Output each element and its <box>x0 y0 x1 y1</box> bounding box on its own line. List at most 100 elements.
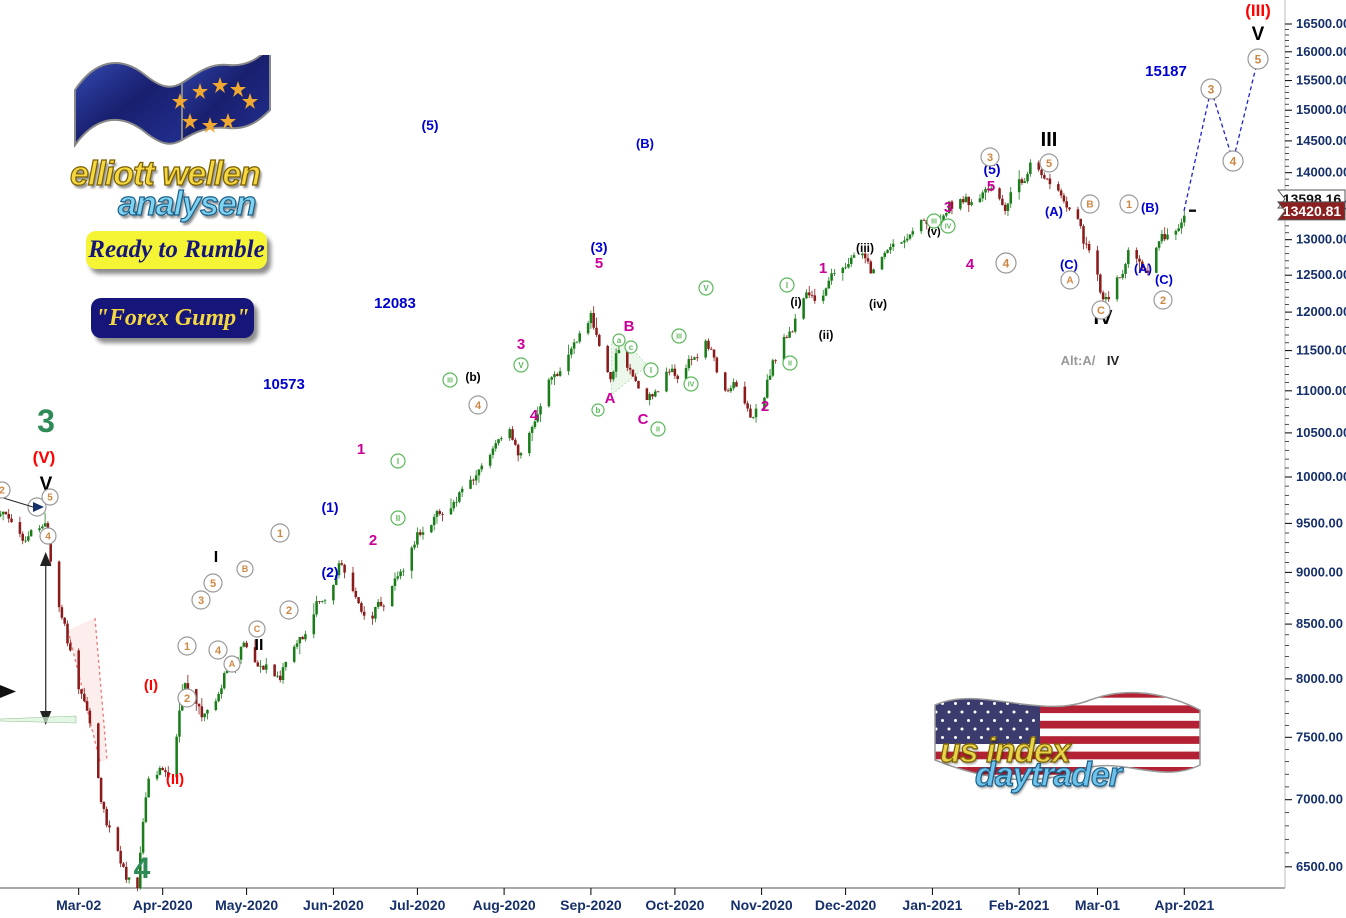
svg-text:3: 3 <box>944 199 952 216</box>
svg-text:4: 4 <box>215 645 222 657</box>
svg-text:10573: 10573 <box>263 376 305 393</box>
svg-text:Mar-01: Mar-01 <box>1075 897 1120 913</box>
svg-text:(ii): (ii) <box>819 328 834 342</box>
svg-text:5: 5 <box>987 178 995 195</box>
svg-text:(3): (3) <box>590 239 607 255</box>
svg-text:4: 4 <box>966 256 975 273</box>
svg-text:5: 5 <box>595 255 603 272</box>
svg-text:(A): (A) <box>1134 261 1152 276</box>
svg-text:1: 1 <box>277 528 283 540</box>
svg-text:Aug-2020: Aug-2020 <box>473 897 536 913</box>
svg-text:4: 4 <box>45 532 51 543</box>
svg-text:II: II <box>255 637 264 654</box>
svg-text:7000.00: 7000.00 <box>1296 792 1343 807</box>
svg-text:(b): (b) <box>465 370 480 384</box>
svg-text:(A): (A) <box>1045 204 1063 219</box>
svg-text:8000.00: 8000.00 <box>1296 671 1343 686</box>
svg-text:May-2020: May-2020 <box>215 897 278 913</box>
svg-text:(C): (C) <box>1060 257 1078 272</box>
svg-text:Mar-02: Mar-02 <box>56 897 101 913</box>
svg-text:3: 3 <box>198 595 204 607</box>
svg-text:II: II <box>396 514 400 523</box>
svg-text:C: C <box>638 411 649 428</box>
svg-text:b: b <box>596 406 601 415</box>
svg-text:A: A <box>1066 276 1073 287</box>
svg-text:(B): (B) <box>1141 200 1159 215</box>
svg-text:10000.00: 10000.00 <box>1296 469 1346 484</box>
svg-text:16500.00: 16500.00 <box>1296 16 1346 31</box>
svg-text:C: C <box>254 624 261 634</box>
svg-text:V: V <box>703 284 709 293</box>
svg-text:V: V <box>518 361 524 370</box>
svg-text:II: II <box>656 427 660 434</box>
svg-text:(iii): (iii) <box>856 241 874 255</box>
svg-text:A: A <box>605 390 616 407</box>
svg-text:Apr-2021: Apr-2021 <box>1154 897 1214 913</box>
svg-text:B: B <box>242 564 249 574</box>
svg-text:7500.00: 7500.00 <box>1296 729 1343 744</box>
svg-text:V: V <box>1252 24 1265 45</box>
svg-text:A: A <box>229 659 236 669</box>
svg-text:9000.00: 9000.00 <box>1296 564 1343 579</box>
svg-text:(V): (V) <box>33 448 56 467</box>
svg-text:IV: IV <box>945 224 952 231</box>
svg-text:(5): (5) <box>421 117 438 133</box>
svg-text:III: III <box>931 219 937 226</box>
svg-text:10500.00: 10500.00 <box>1296 425 1346 440</box>
svg-text:I: I <box>786 281 788 290</box>
svg-text:(I): (I) <box>144 677 158 694</box>
svg-text:(B): (B) <box>636 136 654 151</box>
svg-text:1: 1 <box>184 641 190 653</box>
svg-text:1: 1 <box>819 260 827 277</box>
svg-text:3: 3 <box>987 152 993 164</box>
svg-text:I: I <box>397 457 399 466</box>
svg-text:12500.00: 12500.00 <box>1296 267 1346 282</box>
svg-text:5: 5 <box>1046 158 1052 170</box>
svg-text:I: I <box>650 366 652 375</box>
svg-text:Feb-2021: Feb-2021 <box>989 897 1050 913</box>
svg-text:IV: IV <box>688 382 695 389</box>
svg-text:13000.00: 13000.00 <box>1296 232 1346 247</box>
svg-text:12000.00: 12000.00 <box>1296 304 1346 319</box>
svg-text:6500.00: 6500.00 <box>1296 859 1343 874</box>
svg-text:Apr-2020: Apr-2020 <box>133 897 193 913</box>
svg-text:15500.00: 15500.00 <box>1296 73 1346 88</box>
svg-text:2: 2 <box>184 693 190 705</box>
svg-text:Alt:A/: Alt:A/ <box>1061 353 1096 368</box>
svg-text:2: 2 <box>286 605 292 617</box>
svg-text:B: B <box>624 318 635 335</box>
svg-text:III: III <box>676 334 682 341</box>
svg-text:3: 3 <box>517 336 525 353</box>
svg-text:Jul-2020: Jul-2020 <box>389 897 445 913</box>
svg-text:11500.00: 11500.00 <box>1296 343 1346 358</box>
svg-text:4: 4 <box>475 400 482 412</box>
svg-text:16000.00: 16000.00 <box>1296 44 1346 59</box>
svg-text:14500.00: 14500.00 <box>1296 133 1346 148</box>
svg-text:III: III <box>447 378 453 385</box>
svg-text:Oct-2020: Oct-2020 <box>645 897 704 913</box>
svg-text:2: 2 <box>369 532 377 549</box>
svg-text:C: C <box>1097 305 1105 317</box>
svg-text:a: a <box>617 336 622 345</box>
svg-text:(2): (2) <box>321 564 338 580</box>
svg-text:9500.00: 9500.00 <box>1296 515 1343 530</box>
svg-text:1: 1 <box>357 441 365 458</box>
svg-text:15187: 15187 <box>1145 63 1187 80</box>
svg-text:(1): (1) <box>321 499 338 515</box>
svg-text:5: 5 <box>1255 52 1262 66</box>
svg-text:2: 2 <box>0 486 5 497</box>
svg-text:13420.81: 13420.81 <box>1283 203 1342 219</box>
svg-text:IV: IV <box>1107 353 1120 368</box>
svg-text:4: 4 <box>1230 154 1237 168</box>
svg-text:5: 5 <box>47 493 53 504</box>
svg-text:(II): (II) <box>166 771 184 788</box>
svg-text:4: 4 <box>134 852 151 885</box>
svg-text:2: 2 <box>761 398 769 415</box>
svg-text:3: 3 <box>1208 82 1215 96</box>
svg-text:4: 4 <box>530 407 539 424</box>
svg-text:3: 3 <box>37 403 55 439</box>
svg-text:I: I <box>214 549 218 566</box>
svg-text:Nov-2020: Nov-2020 <box>730 897 792 913</box>
svg-text:(iv): (iv) <box>869 297 887 311</box>
svg-text:12083: 12083 <box>374 295 416 312</box>
